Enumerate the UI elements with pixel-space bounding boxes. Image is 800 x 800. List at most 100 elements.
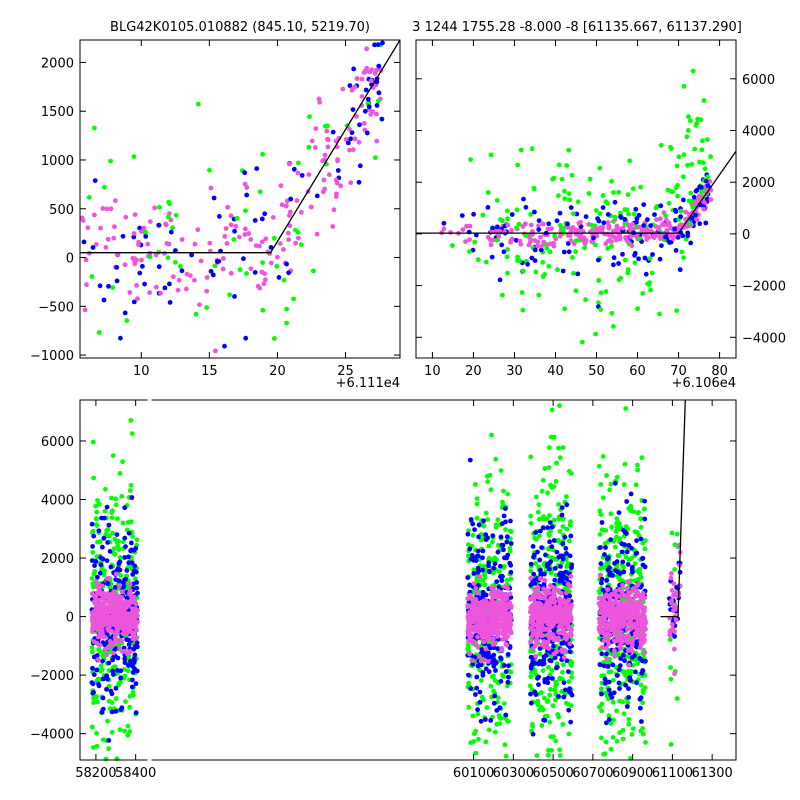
panel3-point [478, 603, 484, 608]
panel3-point [483, 532, 489, 537]
panel2-point [541, 239, 547, 245]
panel3-point [94, 694, 99, 699]
panel3-point [602, 676, 608, 682]
panel2-point [538, 234, 543, 240]
panel3-point [125, 662, 131, 668]
panel3-point [533, 600, 539, 606]
panel3-point [554, 664, 560, 670]
panel3-point [95, 676, 101, 682]
panel3-point [474, 627, 479, 633]
panel3-point [549, 407, 555, 413]
panel1-point [248, 266, 254, 272]
panel3-point [567, 641, 573, 647]
panel3-point [600, 454, 606, 459]
panel3-point [491, 652, 497, 658]
panel1-point [192, 241, 198, 247]
panel3-point [503, 669, 509, 675]
panel1-point [120, 233, 126, 239]
panel3-point [628, 491, 634, 497]
panel2-point [557, 210, 563, 216]
panel3-point [607, 487, 613, 493]
panel1-point [241, 256, 246, 262]
panel3-point [528, 654, 534, 660]
panel1-point [204, 305, 210, 310]
panel1-point [281, 247, 286, 252]
panel3-point [469, 552, 475, 558]
panel3-point [122, 617, 128, 622]
panel3-point [127, 581, 133, 587]
panel3-point [561, 680, 567, 685]
panel3-point [540, 525, 546, 531]
panel1-point [166, 241, 172, 247]
panel3-point [103, 674, 109, 680]
panel3-point [486, 543, 492, 549]
panel3-point [485, 517, 491, 522]
panel3-point [560, 445, 566, 450]
panel3-point [626, 595, 632, 600]
panel1-point [333, 194, 339, 199]
panel2-x-tick-label: 10 [424, 364, 441, 379]
panel2-point [536, 227, 542, 233]
panel2-point [505, 270, 510, 276]
panel3-point [611, 677, 616, 683]
panel3-point [480, 548, 486, 554]
panel2-point [605, 246, 611, 251]
panel1-point [108, 206, 114, 212]
panel1-point [284, 320, 289, 326]
panel3-point [627, 616, 632, 622]
panel2-point [699, 147, 705, 153]
panel1-point [373, 155, 378, 161]
panel3-point [674, 696, 680, 701]
panel3-point [547, 520, 553, 525]
panel2-point [636, 256, 641, 262]
panel1-point [108, 158, 113, 164]
panel1-point [179, 268, 185, 274]
panel1-point [325, 144, 331, 150]
panel3-point [599, 527, 605, 533]
panel3-point [112, 585, 118, 590]
panel3-point [498, 534, 504, 540]
panel3-point [109, 709, 115, 715]
panel3-point [133, 681, 139, 687]
panel3-point [622, 461, 628, 467]
panel3-point [106, 746, 112, 751]
panel2-point [683, 209, 688, 215]
panel3-point [544, 616, 550, 622]
panel3-point [544, 713, 550, 719]
panel2-point [653, 205, 659, 211]
panel1-point [145, 241, 151, 247]
panel1-x-tick-label: 25 [337, 364, 354, 379]
panel3-point [112, 601, 118, 607]
panel2-point [613, 237, 619, 243]
panel3-point [544, 516, 550, 522]
panel2-point [467, 223, 473, 229]
panel2-point [690, 68, 696, 74]
panel3-point [499, 613, 505, 619]
panel1-point [295, 170, 301, 176]
panel1-point [320, 189, 326, 195]
panel3-point [467, 546, 473, 552]
panel2-point [593, 226, 598, 231]
panel2-point [587, 176, 593, 182]
panel1-point [291, 166, 297, 172]
panel3-point [95, 498, 100, 503]
panel3-point [616, 611, 622, 617]
panel1-point [83, 257, 89, 263]
panel3-point [560, 524, 566, 529]
panel3-point [93, 516, 99, 521]
panel2-point [536, 218, 542, 224]
panel1-point [246, 231, 252, 236]
panel1-point [276, 275, 282, 280]
panel3-point [91, 639, 97, 644]
panel1-point [293, 240, 299, 246]
panel3-point [638, 642, 644, 647]
panel3-point [614, 527, 620, 533]
panel3-point [557, 623, 563, 629]
panel2-point [535, 243, 541, 249]
panel2-point [657, 256, 663, 262]
panel3-point [101, 634, 106, 640]
panel1-point [364, 130, 370, 136]
panel3-point [557, 753, 563, 758]
panel3-point [599, 673, 604, 679]
panel3-point [622, 529, 628, 535]
